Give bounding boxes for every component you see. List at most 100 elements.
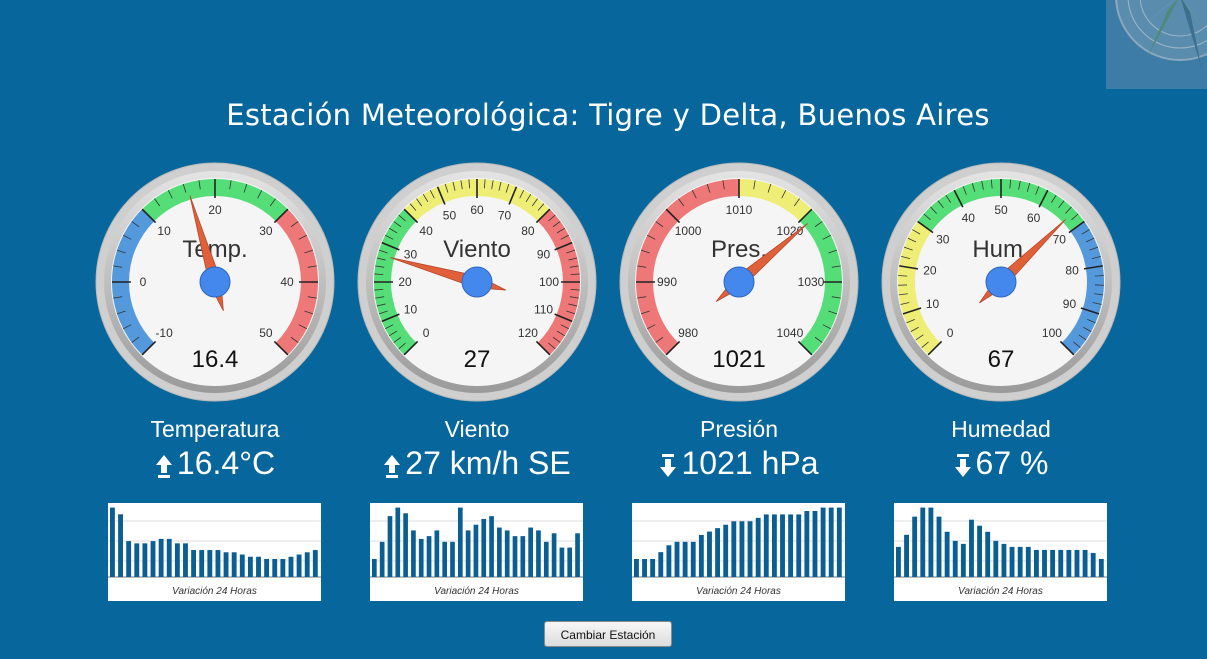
gauge-minor-tick	[930, 206, 937, 214]
chart-bar	[272, 559, 278, 577]
gauge-minor-tick	[1094, 275, 1104, 277]
chart-bar	[698, 535, 704, 577]
gauge-minor-tick	[898, 293, 908, 296]
chart-bar	[231, 552, 237, 577]
gauge-tick-label: 100	[539, 275, 559, 289]
gauge-minor-tick	[552, 336, 561, 343]
gauge-tick-label: 30	[404, 247, 418, 261]
chart-bar	[379, 541, 385, 577]
chart-caption: Variación 24 Horas	[958, 586, 1043, 597]
chart-bar	[512, 536, 518, 577]
gauge-minor-tick	[385, 234, 394, 240]
chart-bar	[747, 521, 753, 577]
chart-caption: Variación 24 Horas	[696, 586, 781, 597]
gauge-minor-tick	[647, 324, 656, 330]
change-station-button[interactable]: Cambiar Estación	[544, 621, 672, 647]
gauge-minor-tick	[569, 265, 579, 268]
gauge-minor-tick	[921, 341, 929, 348]
gauge-minor-tick	[640, 310, 650, 315]
chart-bar	[183, 543, 188, 577]
gauge-major-tick	[1083, 265, 1103, 270]
chart-bar	[985, 531, 991, 577]
gauge-minor-tick	[290, 336, 299, 343]
chart-bar	[1090, 552, 1096, 577]
gauge-minor-tick	[556, 330, 566, 337]
chart-bar	[960, 543, 966, 577]
gauge-minor-tick	[1087, 318, 1096, 324]
gauge-tick-label: 40	[280, 275, 294, 289]
gauge-minor-tick	[570, 288, 580, 291]
chart-bar	[771, 514, 777, 577]
gauge-minor-tick	[460, 180, 463, 190]
gauge-minor-tick	[1081, 229, 1090, 235]
gauge-value-text: 67	[988, 346, 1015, 373]
chart-bar	[788, 514, 794, 577]
gauge-minor-tick	[971, 182, 976, 192]
chart-bar	[836, 507, 842, 577]
gauge-minor-tick	[962, 186, 967, 195]
gauge-tick-label: 990	[657, 275, 677, 289]
gauge-minor-tick	[901, 255, 911, 260]
gauge-minor-tick	[298, 234, 307, 240]
gauge-minor-tick	[647, 234, 656, 240]
wind-history-chart: Variación 24 Horas	[370, 503, 583, 601]
gauge-minor-tick	[416, 198, 423, 207]
page-title: Estación Meteorológica: Tigre y Delta, B…	[226, 98, 990, 132]
gauge-tick-label: 1030	[798, 275, 825, 289]
chart-bar	[465, 530, 471, 577]
chart-bar	[804, 511, 810, 577]
gauge-minor-tick	[243, 183, 248, 193]
chart-bar	[1033, 549, 1039, 577]
chart-bar	[780, 514, 785, 577]
gauge-major-tick	[554, 313, 573, 323]
gauge-minor-tick	[1091, 255, 1101, 260]
gauge-minor-tick	[548, 214, 556, 222]
gauge-major-tick	[797, 208, 813, 224]
gauge-minor-tick	[1094, 293, 1104, 296]
chart-bar	[755, 517, 761, 577]
gauge-minor-tick	[307, 296, 317, 299]
chart-bar	[796, 514, 802, 577]
gauge-minor-tick	[429, 190, 435, 199]
gauge-band	[898, 221, 941, 355]
gauge-tick-label: 0	[140, 275, 147, 289]
temperature-reading: 16.4°C	[176, 445, 276, 481]
gauge-major-tick	[917, 220, 934, 234]
gauge-major-tick	[953, 189, 964, 208]
pressure-name: Presión	[700, 416, 778, 442]
gauge-minor-tick	[398, 214, 406, 222]
gauge-minor-tick	[393, 336, 402, 343]
chart-bar	[418, 539, 424, 577]
gauge-tick-label: 980	[678, 326, 698, 340]
gauge-minor-tick	[116, 249, 126, 254]
gauge-minor-tick	[378, 249, 388, 254]
chart-bar	[110, 507, 115, 577]
gauge-minor-tick	[556, 227, 566, 234]
wind-reading-row: 27 km/h SE	[357, 443, 597, 483]
gauge-minor-tick	[912, 229, 921, 235]
gauge-tick-label: 1000	[675, 224, 702, 238]
chart-bar	[387, 516, 393, 577]
chart-bar	[118, 514, 123, 577]
gauge-minor-tick	[298, 324, 307, 330]
gauge-minor-tick	[981, 180, 984, 190]
gauge-minor-tick	[781, 190, 787, 199]
gauge-tick-label: 0	[423, 326, 430, 340]
gauge-minor-tick	[304, 249, 314, 254]
pressure-history-chart: Variación 24 Horas	[632, 503, 845, 601]
gauge-major-tick	[381, 313, 400, 323]
gauge-minor-tick	[548, 342, 556, 350]
gauge-minor-tick	[452, 181, 456, 191]
gauge-minor-tick	[566, 249, 576, 254]
gauge-major-tick	[899, 265, 919, 270]
gauge-minor-tick	[290, 221, 299, 228]
gauge-minor-tick	[570, 273, 580, 276]
chart-bar	[920, 507, 926, 577]
wind-name: Viento	[444, 416, 510, 442]
chart-bar	[411, 530, 416, 577]
gauge-major-tick	[403, 340, 419, 356]
gauge-tick-label: 70	[498, 208, 512, 222]
gauge-minor-tick	[990, 179, 993, 189]
gauge-tick-label: 30	[259, 224, 273, 238]
chart-bar	[442, 541, 448, 577]
